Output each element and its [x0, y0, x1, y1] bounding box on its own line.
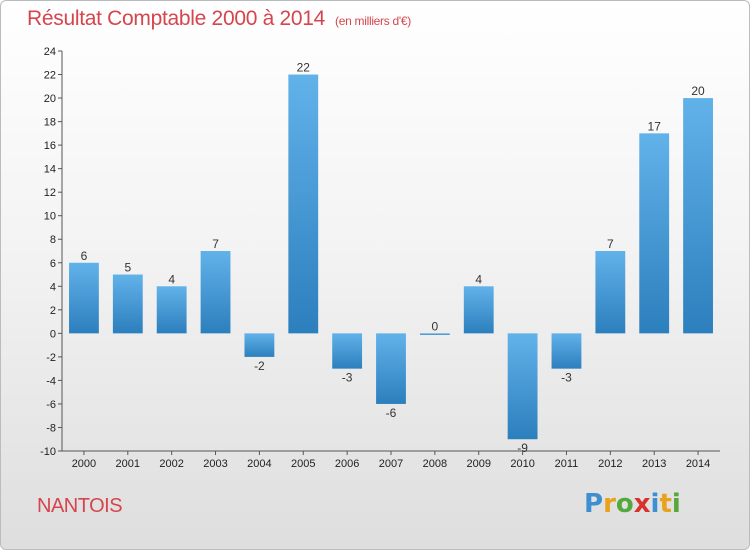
y-tick-label: 6 — [50, 258, 56, 270]
data-label: 4 — [475, 272, 482, 286]
y-tick-label: -10 — [40, 446, 56, 458]
y-tick-label: 16 — [44, 140, 56, 152]
logo-letter: r — [603, 489, 616, 519]
data-label: -6 — [386, 406, 397, 420]
commune-name: NANTOIS — [37, 495, 123, 517]
data-label: 6 — [81, 249, 88, 263]
x-tick-label: 2000 — [72, 458, 96, 470]
x-tick-label: 2007 — [379, 458, 403, 470]
data-label: 20 — [691, 84, 705, 98]
data-label: 22 — [297, 61, 311, 75]
x-tick-label: 2001 — [116, 458, 140, 470]
bar — [200, 251, 231, 334]
x-tick-label: 2002 — [159, 458, 183, 470]
logo-letter: x — [633, 489, 651, 519]
bar — [288, 74, 319, 334]
bar — [419, 333, 450, 335]
data-label: 17 — [648, 119, 662, 133]
y-tick-label: -4 — [46, 375, 56, 387]
x-tick-label: 2009 — [466, 458, 490, 470]
y-tick-label: 12 — [44, 187, 56, 199]
data-label: -2 — [254, 359, 265, 373]
x-tick-label: 2013 — [642, 458, 666, 470]
logo-letter: t — [659, 489, 672, 519]
data-label: 0 — [432, 319, 439, 333]
bar — [112, 274, 143, 334]
chart-title: Résultat Comptable 2000 à 2014 (en millie… — [27, 7, 411, 31]
data-label: -3 — [342, 371, 353, 385]
x-tick-label: 2011 — [555, 458, 579, 470]
y-tick-label: -6 — [46, 399, 56, 411]
x-tick-label: 2003 — [203, 458, 227, 470]
logo-letter: P — [584, 489, 604, 519]
bar — [551, 333, 582, 369]
logo-letter: i — [650, 489, 660, 519]
y-tick-label: 20 — [44, 93, 56, 105]
x-tick-label: 2010 — [510, 458, 534, 470]
data-label: 7 — [607, 237, 614, 251]
bar — [332, 333, 363, 369]
data-label: 7 — [212, 237, 219, 251]
x-tick-label: 2004 — [247, 458, 271, 470]
logo-letter: o — [615, 489, 634, 519]
y-tick-label: 10 — [44, 211, 56, 223]
y-tick-label: 14 — [44, 164, 56, 176]
x-tick-label: 2012 — [598, 458, 622, 470]
y-tick-label: 22 — [44, 70, 56, 82]
proxiti-logo: Proxiti — [584, 489, 681, 519]
bar — [69, 262, 99, 334]
y-tick-label: 8 — [50, 234, 56, 246]
chart-title-text: Résultat Comptable 2000 à 2014 — [27, 7, 326, 30]
bar — [156, 286, 187, 334]
y-tick-label: -2 — [46, 352, 56, 364]
bar — [463, 286, 494, 334]
bar — [639, 133, 670, 334]
y-tick-label: 4 — [50, 281, 56, 293]
y-tick-label: -8 — [46, 422, 56, 434]
y-tick-label: 0 — [50, 328, 56, 340]
data-label: -3 — [561, 371, 572, 385]
bar — [507, 333, 538, 440]
x-tick-label: 2005 — [291, 458, 315, 470]
data-label: -9 — [517, 441, 528, 455]
data-label: 4 — [168, 272, 175, 286]
bar — [244, 333, 275, 357]
data-label: 5 — [124, 261, 131, 275]
x-tick-label: 2008 — [423, 458, 447, 470]
y-tick-label: 18 — [44, 117, 56, 129]
x-tick-label: 2006 — [335, 458, 359, 470]
bar — [376, 333, 406, 404]
x-tick-label: 2014 — [686, 458, 710, 470]
y-tick-label: 24 — [44, 46, 56, 58]
y-tick-label: 2 — [50, 305, 56, 317]
logo-letter: i — [671, 489, 681, 519]
bar — [595, 251, 626, 334]
chart-subtitle: (en milliers d'€) — [335, 14, 411, 28]
bar — [683, 98, 713, 334]
